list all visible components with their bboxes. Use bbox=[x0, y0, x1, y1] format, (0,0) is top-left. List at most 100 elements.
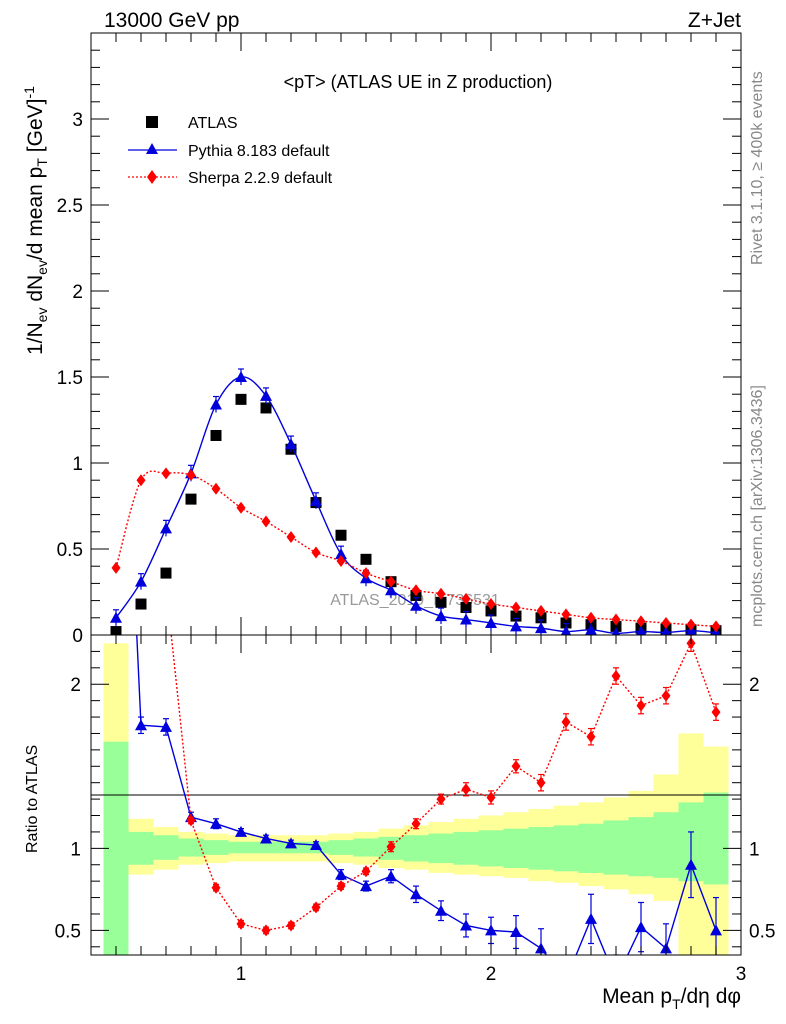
ratio-inner-band bbox=[453, 831, 479, 865]
ratio-pythia-point bbox=[710, 924, 722, 936]
main-y-tick-label: 1.5 bbox=[57, 368, 83, 389]
ratio-sherpa-point bbox=[162, 580, 171, 592]
energy-label: 13000 GeV pp bbox=[104, 9, 239, 32]
ratio-sherpa-point bbox=[711, 706, 721, 719]
main-tick-labels: 0 0.5 1 1.5 2 2.5 3 bbox=[57, 110, 83, 647]
legend-sherpa-marker bbox=[147, 170, 157, 184]
ratio-sherpa-point bbox=[336, 880, 346, 893]
main-pythia-point bbox=[310, 494, 322, 506]
ratio-panel: 0.5 0.5 1 1 2 2 1 2 3 Ratio to ATLAS Mean pT/dη … bbox=[24, 186, 776, 1012]
ratio-y-tick-label-right: 2 bbox=[749, 675, 760, 696]
ratio-inner-band bbox=[528, 827, 554, 870]
ratio-sherpa-point bbox=[511, 760, 521, 773]
ratio-inner-band bbox=[203, 840, 229, 855]
ratio-y-tick-label-right: 0.5 bbox=[749, 921, 775, 942]
main-sherpa-point bbox=[686, 618, 696, 631]
ratio-pythia-point bbox=[510, 926, 522, 938]
ratio-sherpa-point bbox=[586, 730, 596, 743]
ratio-tick-labels: 0.5 0.5 1 1 2 2 1 2 3 bbox=[55, 675, 776, 985]
main-sherpa-point bbox=[611, 613, 621, 626]
ratio-sherpa-point bbox=[186, 814, 196, 827]
main-pythia-point bbox=[485, 616, 497, 628]
ratio-sherpa-point bbox=[286, 919, 296, 932]
ratio-y-tick-label: 0.5 bbox=[55, 921, 81, 942]
main-sherpa-point bbox=[286, 530, 296, 543]
main-y-tick-label: 1 bbox=[72, 454, 83, 475]
ratio-inner-band bbox=[478, 830, 504, 867]
ratio-inner-band bbox=[403, 835, 429, 862]
ratio-pythia-point bbox=[285, 837, 297, 849]
main-sherpa-point bbox=[386, 575, 396, 588]
main-pythia-point bbox=[285, 438, 297, 450]
chart-title: <pT> (ATLAS UE in Z production) bbox=[284, 72, 553, 92]
ratio-pythia-point bbox=[160, 720, 172, 732]
main-pythia-point bbox=[585, 623, 597, 635]
legend-atlas-marker bbox=[146, 116, 158, 128]
ratio-sherpa-point bbox=[561, 715, 571, 728]
ratio-pythia-point bbox=[210, 817, 222, 829]
ratio-y-tick-label: 2 bbox=[70, 675, 81, 696]
ratio-inner-band bbox=[503, 828, 529, 869]
ratio-pythia-point bbox=[235, 825, 247, 837]
main-sherpa-point bbox=[561, 608, 571, 621]
ratio-inner-band bbox=[553, 825, 579, 872]
main-sherpa-point bbox=[411, 584, 421, 597]
x-tick-label: 1 bbox=[236, 964, 247, 985]
main-atlas-point bbox=[510, 610, 522, 622]
main-sherpa-point bbox=[336, 555, 346, 568]
main-atlas-point bbox=[435, 596, 447, 608]
ratio-sherpa-point bbox=[486, 791, 496, 804]
main-sherpa-point bbox=[636, 615, 646, 628]
main-pythia-point bbox=[235, 371, 247, 382]
main-pythia-point bbox=[635, 625, 647, 635]
ratio-inner-band bbox=[253, 841, 279, 854]
ratio-pythia-point bbox=[485, 924, 497, 936]
ratio-pythia-point bbox=[410, 888, 422, 900]
mcplots-label: mcplots.cern.ch [arXiv:1306.3436] bbox=[749, 385, 766, 627]
main-y-tick-label: 2 bbox=[72, 282, 83, 303]
ratio-inner-band bbox=[428, 833, 454, 864]
ratio-sherpa-point bbox=[137, 186, 146, 198]
ratio-sherpa-point bbox=[461, 783, 471, 796]
main-sherpa-point bbox=[361, 567, 371, 580]
legend-pythia-marker bbox=[146, 143, 158, 154]
ratio-inner-band bbox=[178, 838, 204, 857]
main-atlas-point bbox=[335, 529, 347, 541]
main-sherpa-point bbox=[586, 611, 596, 624]
ratio-ticks bbox=[91, 635, 741, 955]
main-pythia-point bbox=[160, 522, 172, 534]
ratio-pythia-point bbox=[685, 858, 697, 870]
ratio-inner-band bbox=[228, 841, 254, 854]
ratio-sherpa-point bbox=[211, 881, 221, 894]
main-panel: 0 0.5 1 1.5 2 2.5 3 1/Nev dNev/d mean pT [GeV]… bbox=[21, 32, 742, 647]
ratio-inner-band bbox=[703, 792, 729, 885]
main-sherpa-point bbox=[136, 474, 146, 487]
ratio-pythia-point bbox=[135, 719, 147, 731]
main-sherpa-point bbox=[186, 469, 196, 482]
main-pythia-point bbox=[611, 627, 621, 635]
main-atlas-point bbox=[160, 567, 172, 579]
ratio-inner-band bbox=[353, 838, 379, 857]
main-pythia-point bbox=[661, 626, 671, 635]
main-atlas-point bbox=[135, 598, 147, 610]
main-y-tick-label: 0 bbox=[72, 626, 83, 647]
main-pythia-point bbox=[135, 575, 147, 587]
ratio-pythia-point bbox=[560, 974, 572, 985]
x-axis-label: Mean pT/dη dφ bbox=[602, 985, 741, 1012]
legend: ATLAS Pythia 8.183 default Sherpa 2.2.9 … bbox=[128, 115, 333, 187]
main-pythia-point bbox=[260, 389, 272, 401]
main-pythia-point bbox=[535, 622, 547, 634]
ratio-pythia-point bbox=[110, 186, 122, 197]
main-sherpa-point bbox=[536, 604, 546, 617]
ratio-inner-band bbox=[628, 817, 654, 877]
x-tick-label: 3 bbox=[736, 964, 747, 985]
main-atlas-point bbox=[460, 601, 472, 613]
ratio-sherpa-point bbox=[311, 901, 321, 914]
ratio-pythia-point bbox=[585, 912, 597, 924]
x-tick-label: 2 bbox=[486, 964, 497, 985]
ratio-sherpa-point bbox=[261, 924, 271, 937]
ratio-sherpa-point bbox=[236, 917, 246, 930]
main-sherpa-point bbox=[486, 598, 496, 611]
main-pythia-point bbox=[410, 599, 422, 611]
